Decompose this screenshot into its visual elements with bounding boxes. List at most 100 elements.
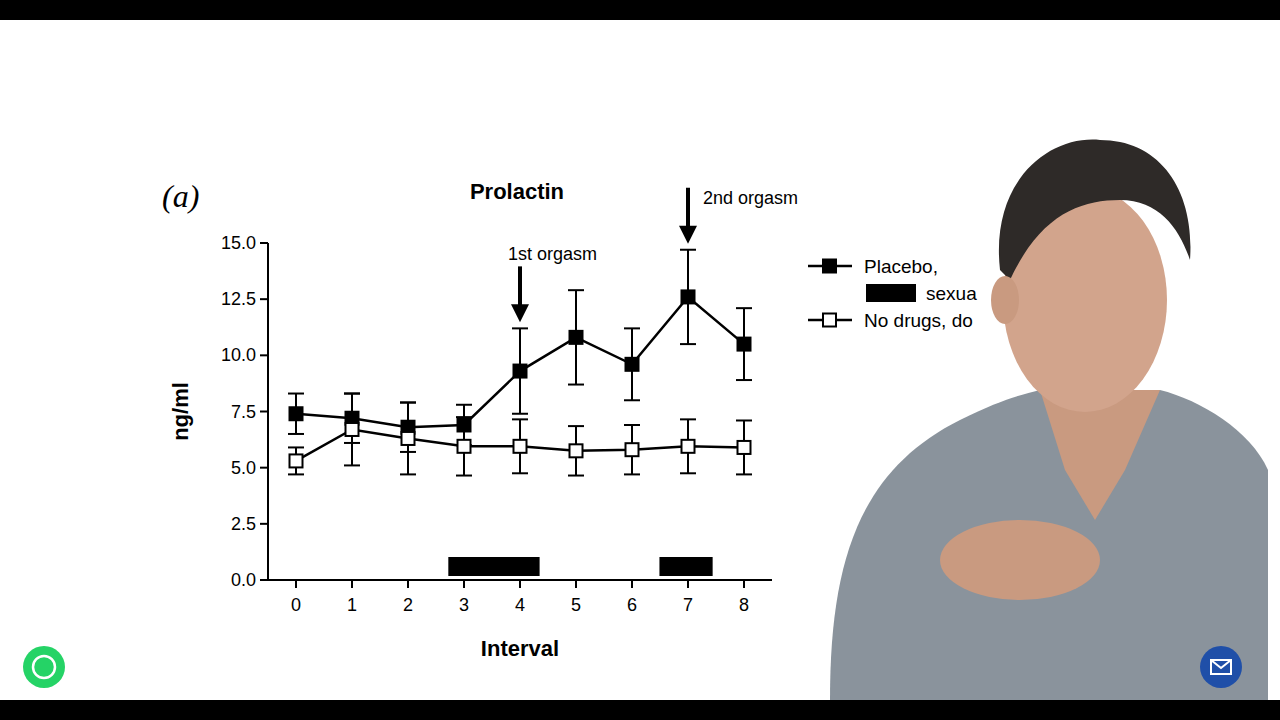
annotation-arrowhead: [511, 304, 529, 322]
legend-period-label: sexua: [926, 283, 977, 304]
x-tick: [743, 580, 745, 588]
point: [626, 358, 639, 371]
frame-bar-top: [0, 0, 1280, 20]
x-tick-label: 6: [627, 595, 637, 615]
x-tick: [295, 580, 297, 588]
error-cap: [400, 402, 416, 404]
error-cap: [624, 424, 640, 426]
annotation-text: 2nd orgasm: [703, 188, 798, 208]
point: [626, 443, 639, 456]
y-tick: [260, 467, 268, 469]
period-bar: [448, 557, 539, 576]
error-cap: [680, 418, 696, 420]
y-tick-label: 5.0: [231, 458, 256, 478]
y-tick-label: 2.5: [231, 514, 256, 534]
annotation-arrowhead: [679, 226, 697, 244]
legend-period-swatch: [866, 284, 916, 302]
error-bar: [736, 308, 752, 380]
y-tick: [260, 298, 268, 300]
error-bar: [512, 328, 528, 413]
error-cap: [288, 473, 304, 475]
error-cap: [680, 343, 696, 345]
presenter-ear: [991, 276, 1019, 324]
error-cap: [512, 418, 528, 420]
error-bar: [288, 394, 304, 434]
legend-marker: [823, 314, 836, 327]
error-cap: [568, 425, 584, 427]
error-cap: [288, 393, 304, 395]
point: [290, 454, 303, 467]
error-cap: [456, 416, 472, 418]
x-tick: [351, 580, 353, 588]
x-tick: [631, 580, 633, 588]
series-line: [296, 297, 744, 427]
x-tick: [463, 580, 465, 588]
error-cap: [736, 307, 752, 309]
chart-title: Prolactin: [470, 179, 564, 204]
error-bar: [680, 419, 696, 473]
x-tick: [687, 580, 689, 588]
y-tick-label: 7.5: [231, 402, 256, 422]
whatsapp-button[interactable]: [23, 646, 65, 688]
x-tick-label: 4: [515, 595, 525, 615]
x-tick-label: 0: [291, 595, 301, 615]
y-tick: [260, 242, 268, 244]
point: [738, 338, 751, 351]
y-axis-title: ng/ml: [168, 382, 193, 441]
annotation-arrow: [518, 266, 522, 308]
error-cap: [568, 384, 584, 386]
error-cap: [568, 289, 584, 291]
error-bar: [400, 403, 416, 475]
point: [570, 444, 583, 457]
error-bar: [680, 250, 696, 344]
error-cap: [344, 464, 360, 466]
plot-area: [288, 250, 752, 576]
error-cap: [680, 249, 696, 251]
error-cap: [344, 393, 360, 395]
x-tick: [519, 580, 521, 588]
mail-button[interactable]: [1200, 646, 1242, 688]
presenter: [830, 140, 1268, 700]
error-cap: [288, 446, 304, 448]
error-bar: [344, 394, 360, 466]
background: [0, 0, 1280, 720]
error-bar: [456, 417, 472, 475]
point: [570, 331, 583, 344]
page: (a)Prolactin0.02.55.07.510.012.515.00123…: [0, 0, 1280, 720]
point: [682, 290, 695, 303]
error-cap: [568, 475, 584, 477]
annotation-text: 1st orgasm: [508, 244, 597, 264]
error-cap: [736, 473, 752, 475]
error-bar: [568, 426, 584, 475]
presenter-hands: [940, 520, 1100, 600]
error-cap: [512, 472, 528, 474]
point: [402, 432, 415, 445]
error-cap: [624, 327, 640, 329]
point: [458, 440, 471, 453]
x-tick-label: 7: [683, 595, 693, 615]
y-tick-label: 0.0: [231, 570, 256, 590]
point: [290, 407, 303, 420]
point: [738, 441, 751, 454]
x-tick: [407, 580, 409, 588]
presenter-hair: [999, 140, 1191, 280]
error-bar: [288, 447, 304, 474]
y-tick: [260, 523, 268, 525]
error-cap: [456, 404, 472, 406]
error-cap: [624, 473, 640, 475]
error-cap: [400, 402, 416, 404]
point: [346, 423, 359, 436]
point: [514, 365, 527, 378]
y-tick: [260, 354, 268, 356]
error-cap: [512, 413, 528, 415]
legend-label: Placebo,: [864, 256, 938, 277]
x-tick: [575, 580, 577, 588]
mail-icon-flap: [1211, 660, 1231, 668]
point: [514, 440, 527, 453]
y-tick: [260, 579, 268, 581]
x-tick-label: 8: [739, 595, 749, 615]
x-axis-title: Interval: [481, 636, 559, 661]
whatsapp-icon: [33, 656, 55, 678]
legend-marker: [823, 260, 836, 273]
x-tick-label: 2: [403, 595, 413, 615]
